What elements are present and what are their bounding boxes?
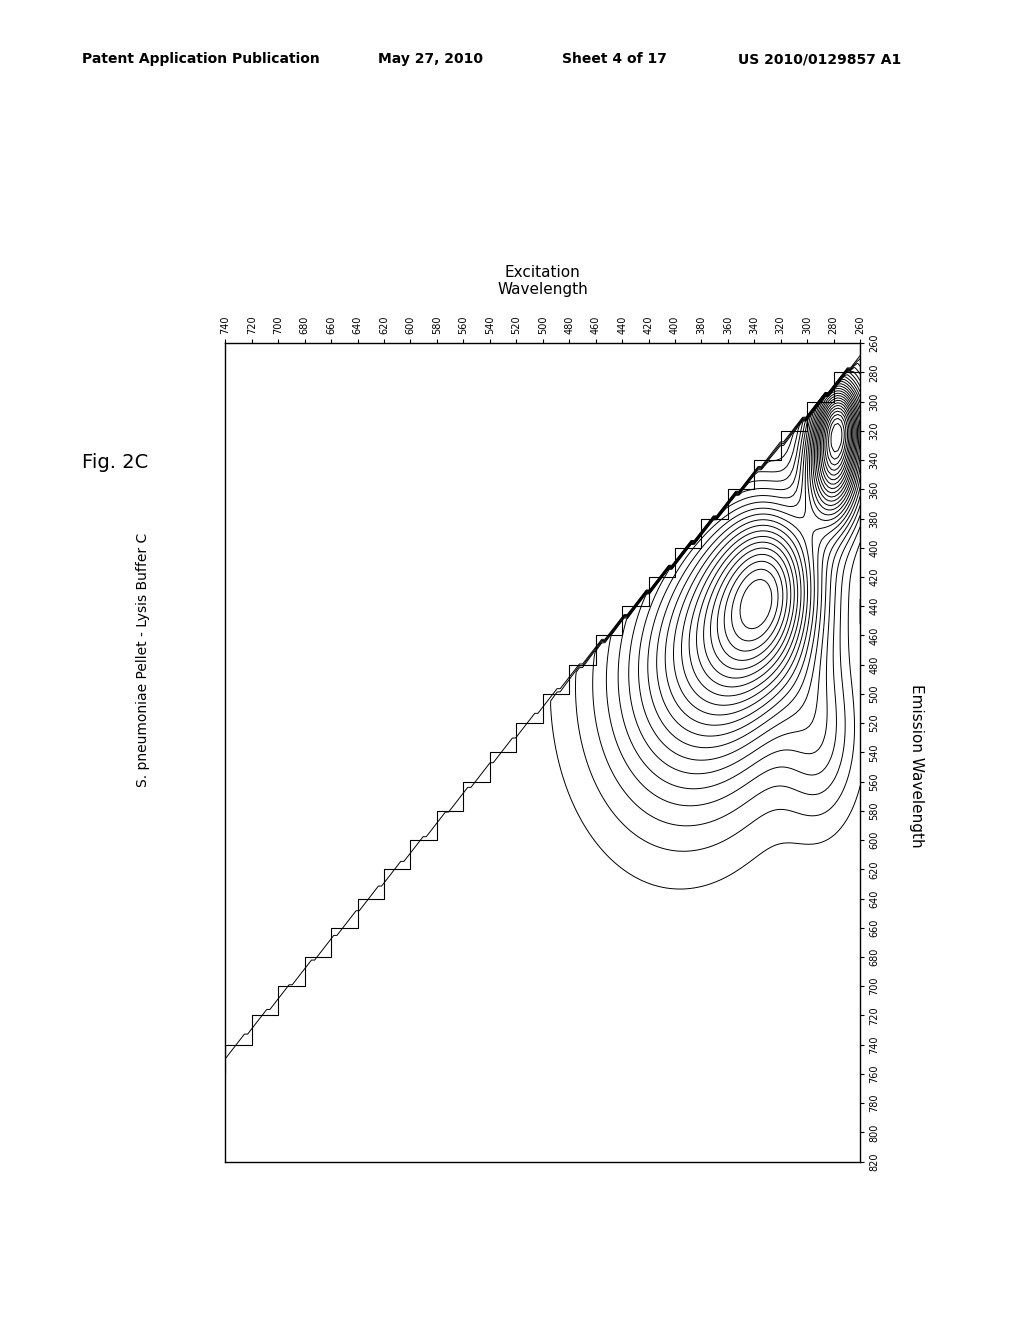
- Text: S. pneumoniae Pellet - Lysis Buffer C: S. pneumoniae Pellet - Lysis Buffer C: [136, 533, 151, 787]
- Text: Patent Application Publication: Patent Application Publication: [82, 53, 319, 66]
- Text: May 27, 2010: May 27, 2010: [378, 53, 482, 66]
- Text: Emission Wavelength: Emission Wavelength: [909, 684, 924, 847]
- Text: Sheet 4 of 17: Sheet 4 of 17: [562, 53, 667, 66]
- Text: US 2010/0129857 A1: US 2010/0129857 A1: [737, 53, 901, 66]
- Text: Excitation
Wavelength: Excitation Wavelength: [498, 264, 588, 297]
- Text: Fig. 2C: Fig. 2C: [82, 453, 148, 471]
